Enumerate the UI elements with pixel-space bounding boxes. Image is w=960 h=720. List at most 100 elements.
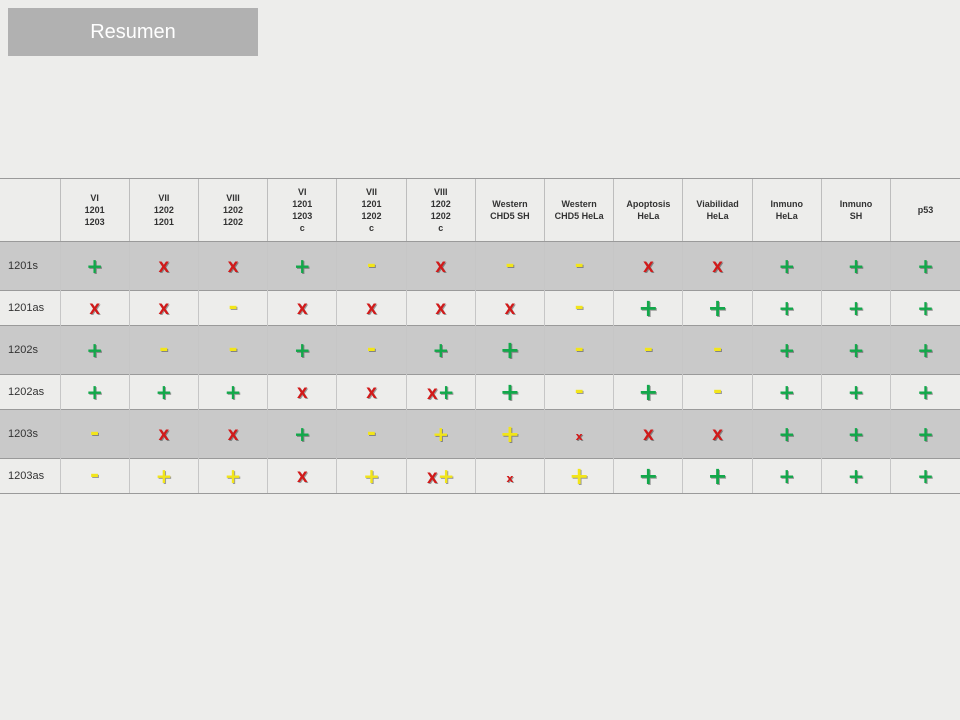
table-row: 1202as + + + X X X+ + - + - + + + xyxy=(0,374,960,410)
table-body: 1201s + X X + - X - - X X + + +1201as X X - X X X X - + + + + +120… xyxy=(0,241,960,494)
plus-mark: + xyxy=(499,378,520,406)
result-cell: + xyxy=(820,374,891,410)
plus-mark: + xyxy=(499,420,520,448)
summary-table: VI 1201 1203 VII 1202 1201 VIII 1202 120… xyxy=(0,178,960,494)
x-mark: X xyxy=(296,301,308,318)
result-cell: - xyxy=(474,241,545,291)
result-cell: + xyxy=(405,409,476,459)
result-cell: + xyxy=(751,409,822,459)
x-mark: X xyxy=(227,259,239,276)
result-cell: X xyxy=(613,409,683,459)
result-cell: + xyxy=(474,374,545,410)
minus-mark: - xyxy=(90,463,100,488)
x-mark: X xyxy=(158,259,170,276)
plus-mark: + xyxy=(86,337,103,362)
plus-mark: + xyxy=(778,379,796,404)
column-header: VII 1202 1201 xyxy=(128,178,199,242)
minus-mark: - xyxy=(505,253,515,278)
table-row: 1202s + - - + - + + - - - + + + xyxy=(0,325,960,375)
x-mark: X xyxy=(296,385,308,402)
plus-mark: + xyxy=(917,421,934,446)
x-mark: X xyxy=(642,427,654,444)
header-row: VI 1201 1203 VII 1202 1201 VIII 1202 120… xyxy=(0,178,960,242)
x-mark: X xyxy=(227,427,239,444)
result-cell: + xyxy=(544,458,614,494)
result-cell: + xyxy=(613,458,683,494)
minus-mark: - xyxy=(366,337,377,362)
plus-mark: + xyxy=(778,295,796,320)
result-cell: X xyxy=(128,290,199,326)
x-mark: X xyxy=(158,427,170,444)
x-mark: X xyxy=(712,427,723,444)
result-cell: X xyxy=(267,458,337,494)
plus-mark: + xyxy=(499,336,520,364)
column-header: Inmuno HeLa xyxy=(751,178,822,242)
result-cell: + xyxy=(890,409,960,459)
plus-mark: + xyxy=(917,337,934,362)
plus-mark: + xyxy=(778,337,796,362)
result-cell: - xyxy=(336,409,407,459)
plus-mark: + xyxy=(293,337,311,362)
row-label: 1201as xyxy=(0,290,60,326)
plus-mark: + xyxy=(707,294,728,322)
column-header: Western CHD5 HeLa xyxy=(544,178,614,242)
result-cell: - xyxy=(59,409,130,459)
plus-mark: + xyxy=(917,379,934,404)
plus-mark: + xyxy=(847,337,865,362)
result-cell: + xyxy=(751,458,822,494)
result-cell: - xyxy=(613,325,683,375)
result-cell: - xyxy=(544,241,614,291)
minus-mark: - xyxy=(366,421,377,446)
plus-mark: + xyxy=(638,378,659,406)
column-header: VIII 1202 1202 c xyxy=(405,178,476,242)
result-cell: X xyxy=(336,290,407,326)
plus-mark: + xyxy=(847,379,865,404)
column-header: VI 1201 1203 c xyxy=(267,178,337,242)
minus-mark: - xyxy=(574,337,584,362)
column-header: Viabilidad HeLa xyxy=(682,178,753,242)
x-mark: X xyxy=(435,259,447,276)
result-cell: X+ xyxy=(405,374,476,410)
result-cell: + xyxy=(751,374,822,410)
plus-mark: + xyxy=(86,379,103,404)
result-cell: + xyxy=(890,458,960,494)
plus-mark: + xyxy=(778,463,796,488)
x-mark: X xyxy=(366,301,377,318)
minus-mark: - xyxy=(713,379,723,404)
x-mark: X xyxy=(89,301,100,318)
result-cell: - xyxy=(544,325,614,375)
plus-mark: + xyxy=(224,463,242,488)
x-mark: X xyxy=(366,385,377,402)
result-cell: + xyxy=(267,241,337,291)
result-cell: + xyxy=(820,290,891,326)
result-cell: + xyxy=(613,374,683,410)
plus-mark: + xyxy=(778,421,796,446)
result-cell: X xyxy=(405,241,476,291)
plus-mark: + xyxy=(917,295,934,320)
plus-mark: + xyxy=(293,421,311,446)
result-cell: + xyxy=(336,458,407,494)
row-label: 1201s xyxy=(0,241,60,291)
result-cell: + xyxy=(890,241,960,291)
result-cell: X xyxy=(405,290,476,326)
x-mark: x xyxy=(506,471,514,485)
result-cell: + xyxy=(820,325,891,375)
result-cell: + xyxy=(405,325,476,375)
minus-mark: - xyxy=(366,253,377,278)
row-label: 1203as xyxy=(0,458,60,494)
result-cell: - xyxy=(544,374,614,410)
result-cell: - xyxy=(336,241,407,291)
plus-mark: + xyxy=(847,253,865,278)
column-header: Western CHD5 SH xyxy=(474,178,545,242)
x-mark: x xyxy=(575,429,583,443)
plus-mark: + xyxy=(917,463,934,488)
plus-mark: + xyxy=(638,462,659,490)
plus-mark: + xyxy=(155,463,173,488)
result-cell: - xyxy=(682,374,753,410)
table-row: 1201as X X - X X X X - + + + + + xyxy=(0,290,960,326)
header-corner-cell xyxy=(0,178,60,242)
plus-mark: + xyxy=(847,421,865,446)
row-label: 1203s xyxy=(0,409,60,459)
result-cell: + xyxy=(682,458,753,494)
result-cell: x xyxy=(474,458,545,494)
